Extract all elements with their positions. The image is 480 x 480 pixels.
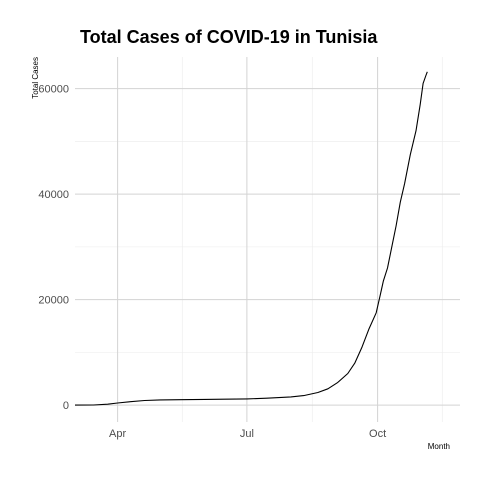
y-tick-label: 20000 [38, 295, 69, 307]
y-tick-label: 0 [63, 400, 69, 412]
chart-title: Total Cases of COVID-19 in Tunisia [80, 27, 378, 47]
x-tick-label: Jul [240, 428, 254, 440]
y-tick-label: 40000 [38, 189, 69, 201]
x-tick-label: Apr [109, 428, 126, 440]
x-tick-label: Oct [369, 428, 386, 440]
series-line [74, 71, 428, 406]
y-tick-label: 60000 [38, 84, 69, 96]
x-axis-title: Month [428, 442, 450, 451]
y-axis-title: Total Cases [31, 57, 40, 99]
